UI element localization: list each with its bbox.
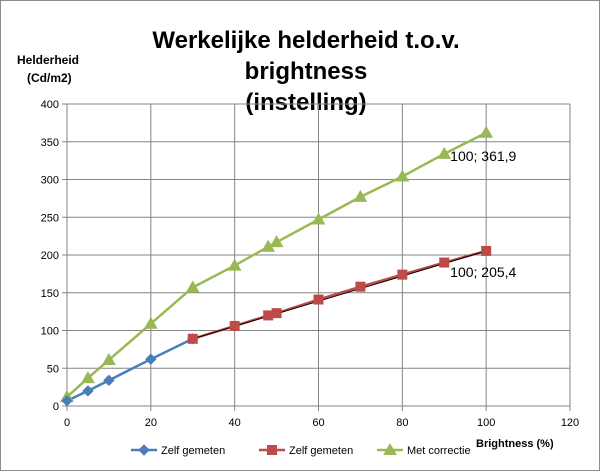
- y-tick-label: 50: [47, 363, 59, 375]
- data-label: 100; 205,4: [450, 264, 516, 280]
- y-tick-label: 400: [41, 99, 59, 111]
- series-line-3: [66, 131, 487, 398]
- data-point-series-1: [61, 395, 73, 407]
- x-tick-label: 60: [312, 417, 324, 429]
- data-point-series-2: [355, 281, 366, 292]
- x-tick-label: 20: [145, 417, 157, 429]
- data-point-series-1: [145, 353, 157, 365]
- legend-label-1: Zelf gemeten: [161, 445, 225, 457]
- data-point-series-3: [437, 146, 452, 159]
- y-tick-label: 100: [41, 326, 59, 338]
- trendline: [192, 250, 487, 340]
- x-tick-label: 40: [229, 417, 241, 429]
- data-point-series-3: [81, 371, 95, 384]
- data-point-series-3: [311, 212, 326, 225]
- data-point-series-2: [481, 245, 492, 256]
- data-point-series-3: [353, 189, 368, 202]
- y-axis-label-line-2: (Cd/m2): [27, 71, 72, 85]
- y-axis-label-line-1: Helderheid: [17, 53, 80, 67]
- chart-title-line-2: (instelling): [245, 89, 367, 116]
- y-tick-label: 300: [41, 175, 59, 187]
- data-point-series-3: [227, 258, 242, 271]
- x-tick-label: 120: [561, 417, 579, 429]
- x-tick-label: 100: [477, 417, 495, 429]
- data-point-series-2: [397, 269, 408, 280]
- legend-marker-2: [267, 445, 277, 455]
- data-point-series-2: [313, 294, 324, 305]
- legend-marker-1: [138, 444, 150, 456]
- y-tick-label: 250: [41, 212, 59, 224]
- legend-marker-3: [383, 442, 397, 455]
- y-tick-label: 200: [41, 250, 59, 262]
- data-point-series-2: [439, 257, 450, 268]
- data-point-series-1: [82, 385, 94, 397]
- data-point-series-2: [271, 308, 282, 319]
- data-point-series-3: [479, 125, 494, 138]
- x-axis-label: Brightness (%): [476, 438, 554, 450]
- data-label: 100; 361,9: [450, 148, 516, 164]
- data-point-series-1: [103, 374, 115, 387]
- y-axis-label: Helderheid (Cd/m2): [17, 51, 87, 87]
- data-point-series-3: [395, 169, 410, 182]
- y-tick-label: 150: [41, 288, 59, 300]
- data-point-series-3: [143, 316, 158, 329]
- y-tick-label: 350: [41, 137, 59, 149]
- data-point-series-3: [102, 352, 116, 365]
- chart-title: Werkelijke helderheid t.o.v. brightness …: [101, 25, 511, 118]
- data-point-series-2: [263, 310, 274, 321]
- legend-label-3: Met correctie: [407, 445, 471, 457]
- data-point-series-3: [185, 280, 200, 293]
- legend-label-2: Zelf gemeten: [289, 445, 353, 457]
- data-point-series-2: [229, 320, 240, 331]
- data-point-series-3: [269, 235, 284, 248]
- x-tick-label: 80: [396, 417, 408, 429]
- data-point-series-2: [187, 333, 198, 344]
- chart-title-line-1: Werkelijke helderheid t.o.v. brightness: [152, 27, 460, 85]
- y-tick-label: 0: [53, 401, 59, 413]
- x-tick-label: 0: [64, 417, 70, 429]
